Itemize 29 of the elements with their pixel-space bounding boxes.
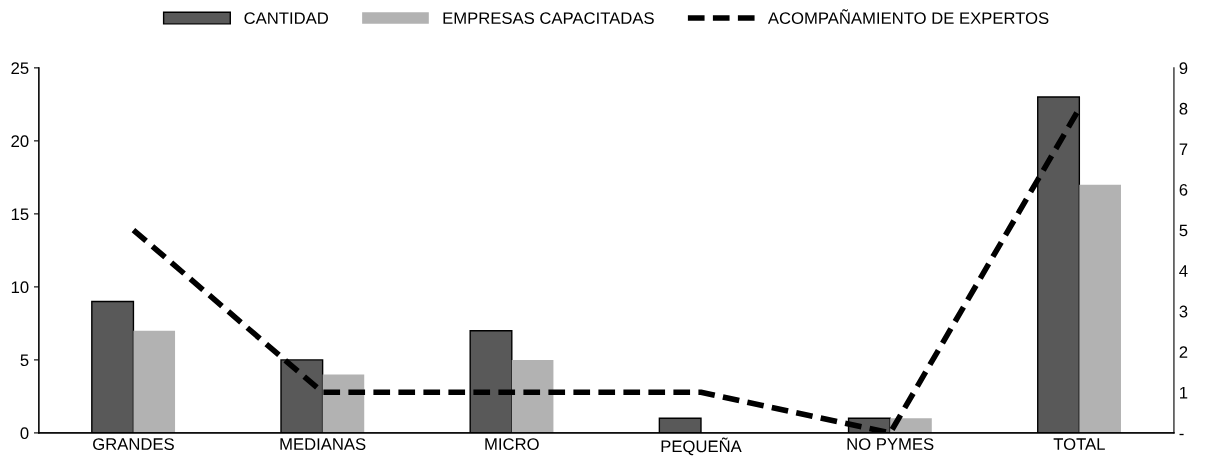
legend-label: ACOMPAÑAMIENTO DE EXPERTOS [767, 9, 1049, 25]
bar [133, 330, 176, 433]
x-tick-label: MICRO [485, 438, 539, 450]
legend-label: CANTIDAD [244, 12, 329, 25]
y-tick-label: 10 [11, 281, 29, 294]
y2-tick-label: 2 [1179, 346, 1188, 358]
x-tick-label: TOTAL [1053, 438, 1105, 450]
y-tick-label: 25 [11, 62, 29, 75]
bar [1079, 184, 1121, 433]
y2-tick-label: 1 [1180, 386, 1188, 399]
x-tick-label: MEDIANAS [280, 438, 366, 450]
bar [511, 359, 554, 433]
x-tick-label: PEQUEÑA [661, 437, 742, 456]
y2-tick-label: 9 [1179, 62, 1188, 75]
y-tick-label: 20 [11, 135, 29, 148]
y2-tick-label: 4 [1179, 265, 1188, 277]
y2-tick-label: - [1179, 433, 1184, 436]
y2-tick-label: 5 [1179, 224, 1188, 237]
bar [322, 374, 365, 433]
y2-tick-label: 6 [1179, 183, 1188, 196]
y-tick-label: 0 [20, 427, 29, 440]
y2-tick-label: 8 [1179, 102, 1188, 115]
y2-tick-label: 3 [1179, 305, 1188, 318]
y2-tick-label: 7 [1179, 143, 1188, 156]
y-tick-label: 15 [11, 208, 29, 221]
x-tick-label: GRANDES [93, 438, 174, 450]
y-tick-label: 5 [20, 354, 29, 367]
x-tick-label: NO PYMES [847, 438, 934, 450]
legend-label: EMPRESAS CAPACITADAS [443, 12, 654, 25]
